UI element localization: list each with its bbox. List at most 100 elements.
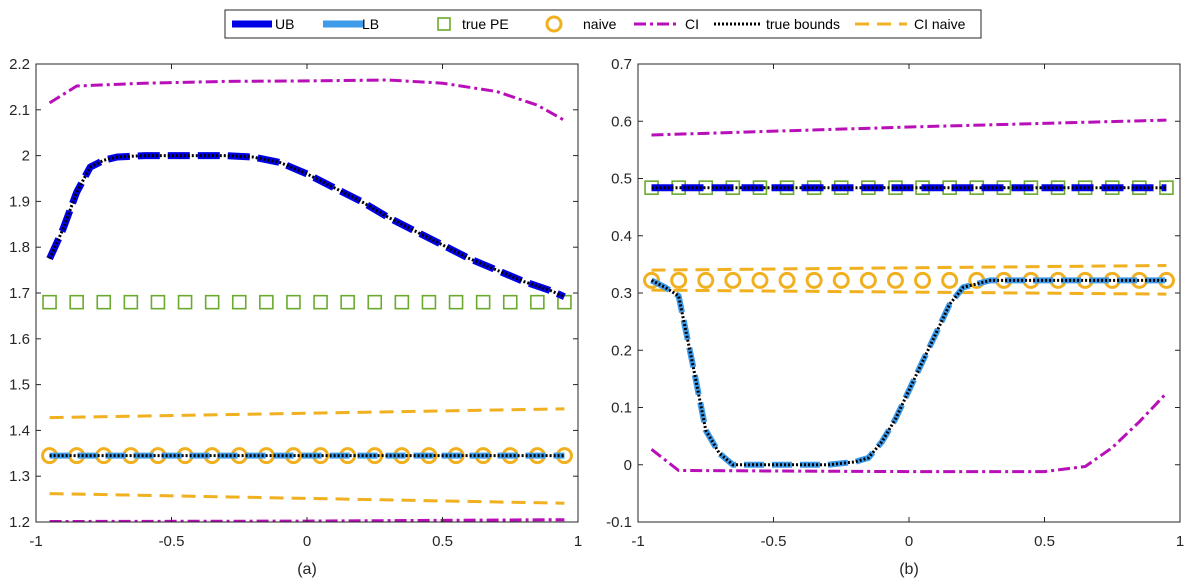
y-tick-label: 0.5 (611, 171, 632, 188)
naive-marker (697, 271, 715, 289)
x-tick-label: -1 (631, 533, 644, 550)
naive-marker (670, 271, 688, 289)
series-ub (46, 152, 566, 300)
naive-marker (886, 271, 904, 289)
y-tick-label: 1.5 (9, 377, 30, 394)
series-cinaive-upper (651, 264, 1167, 272)
naive-marker (643, 271, 661, 289)
legend-swatch (545, 15, 563, 33)
y-tick-label: 2 (22, 148, 30, 165)
caption-b: (b) (899, 561, 919, 578)
naive-marker (941, 271, 959, 289)
y-tick-label: 1.3 (9, 468, 30, 485)
y-tick-label: 2.2 (9, 56, 30, 73)
series-layer-b (643, 118, 1175, 474)
legend: UB LB true PE naive CI true bounds CI naive (224, 9, 982, 39)
true-pe-marker (367, 294, 383, 310)
true-pe-marker (177, 294, 193, 310)
series-truebounds (48, 154, 566, 299)
legend-label: LB (362, 16, 379, 32)
x-tick-label: 0 (905, 533, 913, 550)
naive-marker (914, 271, 932, 289)
true-pe-marker (340, 294, 355, 310)
legend-label: CI (685, 16, 699, 32)
y-tick-label: 0.4 (611, 228, 632, 245)
y-tick-label: 0 (624, 457, 632, 474)
y-tick-label: 0.3 (611, 285, 632, 302)
legend-entry-naive: naive (545, 15, 617, 33)
y-tick-label: 2.1 (9, 102, 30, 119)
naive-marker (751, 271, 769, 289)
true-pe-marker (502, 294, 518, 310)
true-pe-marker (150, 294, 166, 310)
legend-label: naive (583, 16, 617, 32)
x-tick-label: -1 (29, 533, 42, 550)
caption-a: (a) (297, 561, 317, 578)
legend-entry-cinaive: CI naive (855, 16, 966, 32)
panel-b: -1 -0.5 0 0.5 1 -0.1 0 0.1 0.2 0.3 0.4 0.5 0.6 0.7 (b… (606, 56, 1184, 578)
y-tick-label: 1.4 (9, 422, 30, 439)
series-ci (48, 78, 566, 122)
legend-entry-ci: CI (634, 16, 699, 32)
legend-label: UB (275, 16, 294, 32)
true-pe-marker (259, 294, 274, 310)
legend-entry-lb: LB (323, 16, 379, 32)
true-pe-marker (231, 294, 247, 310)
y-tick-label: 1.9 (9, 193, 30, 210)
y-tick-label: 1.7 (9, 285, 30, 302)
x-tick-label: 0.5 (1034, 533, 1055, 550)
y-tick-label: 0.2 (611, 342, 632, 359)
y-tick-label: 0.7 (611, 56, 632, 73)
y-tick-label: 1.2 (9, 514, 30, 531)
series-cinaive-lower (651, 288, 1167, 296)
legend-label: true PE (462, 16, 509, 32)
true-pe-marker (475, 294, 491, 310)
x-tick-label: 1 (1176, 533, 1184, 550)
legend-entry-truepe: true PE (437, 16, 509, 32)
true-pe-marker (204, 294, 220, 310)
true-pe-marker (530, 294, 545, 310)
naive-marker (778, 271, 796, 289)
true-pe-marker (42, 294, 57, 310)
plot-content (643, 118, 1175, 474)
true-pe-marker (394, 294, 410, 310)
legend-entry-truebounds: true bounds (714, 16, 840, 32)
legend-entry-ub: UB (232, 16, 294, 32)
series-ci (651, 118, 1167, 137)
x-tick-label: 0 (303, 533, 311, 550)
naive-marker (832, 271, 850, 289)
legend-swatch (437, 17, 451, 31)
y-tick-label: 1.8 (9, 239, 30, 256)
series-ci-lower (650, 392, 1168, 474)
true-pe-marker (69, 294, 84, 310)
x-tick-label: 0.5 (432, 533, 453, 550)
true-pe-marker (448, 294, 464, 310)
plot-area-a (36, 64, 578, 522)
y-tick-label: 1.6 (9, 331, 30, 348)
naive-marker (724, 271, 742, 289)
true-pe-marker (421, 294, 437, 310)
x-tick-label: -0.5 (159, 533, 185, 550)
plot-area-b (638, 64, 1180, 522)
panel-a: -1 -0.5 0 0.5 1 1.2 1.3 1.4 1.5 1.6 1.7 1.8 1.9 2 2.1 2… (9, 56, 582, 578)
series-cinaive-upper (49, 407, 565, 420)
plot-content (41, 78, 573, 522)
true-pe-marker (313, 294, 328, 310)
series-cinaive-lower (49, 492, 565, 505)
naive-marker (859, 271, 877, 289)
legend-label: true bounds (766, 16, 840, 32)
true-pe-marker (286, 294, 301, 310)
x-tick-label: -0.5 (761, 533, 787, 550)
y-tick-label: 0.1 (611, 400, 632, 417)
legend-label: CI naive (914, 16, 966, 32)
ticks-layer-b: -1 -0.5 0 0.5 1 -0.1 0 0.1 0.2 0.3 0.4 0.5 0.6 0.7 (606, 56, 1184, 550)
series-layer-a (41, 78, 573, 522)
series-trueboundslower (650, 278, 1167, 467)
x-tick-label: 1 (574, 533, 582, 550)
true-pe-marker (96, 294, 112, 310)
y-tick-label: -0.1 (606, 514, 632, 531)
naive-marker (805, 271, 823, 289)
y-tick-label: 0.6 (611, 113, 632, 130)
true-pe-marker (123, 294, 139, 310)
